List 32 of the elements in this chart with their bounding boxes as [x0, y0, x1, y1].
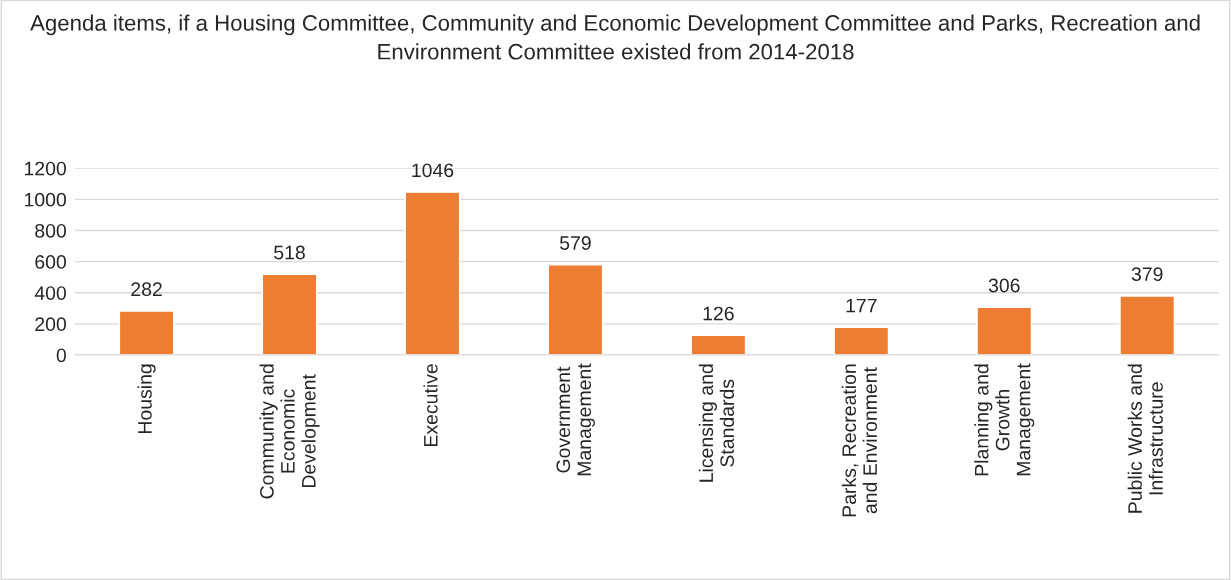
y-tick-label: 800	[35, 223, 66, 238]
data-label: 1046	[412, 163, 454, 178]
y-tick-label: 1200	[24, 161, 66, 176]
data-label: 518	[274, 245, 305, 260]
data-label: 579	[559, 236, 591, 250]
bar	[547, 264, 604, 355]
bar	[261, 273, 318, 355]
data-label: 282	[131, 282, 162, 297]
x-tick-label: Government Management	[556, 363, 595, 476]
bar	[404, 191, 461, 355]
y-tick-label: 1000	[24, 192, 66, 207]
data-label: 306	[988, 278, 1020, 293]
chart-title: Agenda items, if a Housing Committee, Community and Economic Development Committee and Parks, Recreation and Environment Committee existed from 2014-2018	[30, 14, 1200, 60]
bar	[833, 326, 890, 355]
x-tick-label: Public Works and Infrastructure	[1127, 364, 1163, 513]
y-tick-label: 0	[56, 348, 66, 363]
data-label: 126	[703, 306, 734, 321]
data-label: 379	[1131, 267, 1163, 282]
data-label: 177	[846, 298, 877, 313]
y-tick-label: 600	[35, 255, 66, 269]
x-tick-label: Licensing and Standards	[698, 364, 735, 482]
bar	[118, 310, 175, 355]
bar	[1119, 295, 1176, 355]
y-tick-label: 200	[35, 317, 66, 332]
x-tick-label: Parks, Recreation and Environment	[841, 364, 878, 517]
x-tick-label: Community and Economic Development	[259, 364, 320, 499]
bar	[976, 306, 1033, 355]
x-tick-label: Housing	[137, 364, 156, 434]
x-tick-label: Planning and Growth Management	[974, 363, 1035, 476]
y-tick-label: 400	[34, 286, 66, 300]
x-tick-label: Executive	[423, 364, 438, 446]
bar	[690, 334, 747, 355]
